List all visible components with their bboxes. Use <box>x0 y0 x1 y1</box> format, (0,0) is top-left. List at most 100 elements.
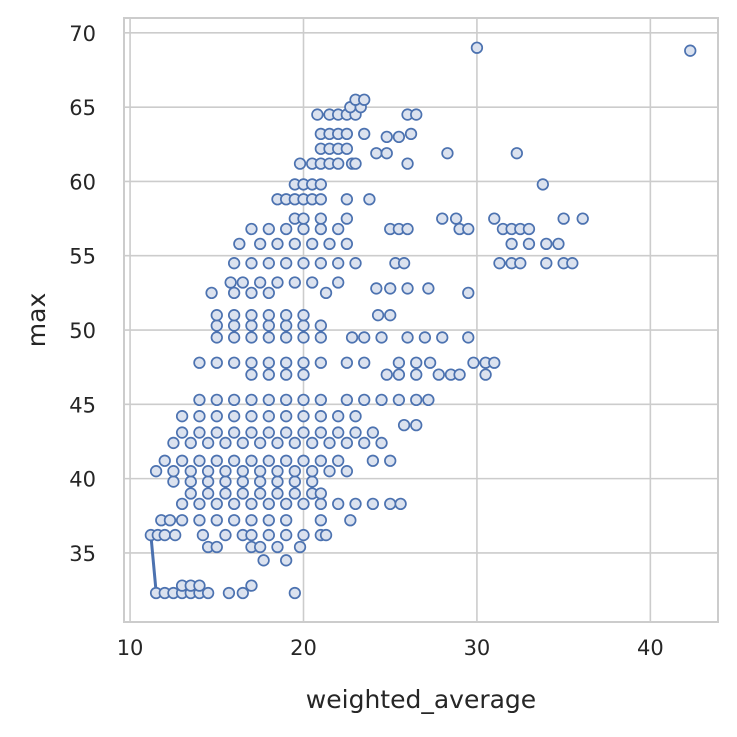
scatter-point <box>536 178 549 191</box>
scatter-point <box>340 356 354 369</box>
scatter-point <box>193 393 206 407</box>
scatter-point <box>158 454 171 467</box>
scatter-point <box>227 426 241 439</box>
scatter-point <box>349 426 362 439</box>
scatter-point <box>306 475 319 488</box>
scatter-point <box>314 410 327 423</box>
scatter-point <box>314 331 327 344</box>
scatter-point <box>449 212 463 225</box>
scatter-point <box>271 540 284 554</box>
scatter-point <box>332 276 345 289</box>
scatter-point <box>175 514 189 527</box>
scatter-point <box>340 393 354 407</box>
scatter-point <box>314 222 327 236</box>
scatter-point <box>401 222 414 236</box>
scatter-point <box>366 497 380 511</box>
scatter-point <box>280 319 293 332</box>
scatter-point <box>193 497 206 511</box>
scatter-point <box>297 257 310 270</box>
scatter-point <box>227 331 241 344</box>
scatter-point <box>566 257 579 270</box>
scatter-point <box>462 222 475 236</box>
scatter-point <box>392 368 406 381</box>
scatter-point <box>205 286 218 300</box>
x-axis-label: weighted_average <box>306 685 536 714</box>
scatter-point <box>262 331 275 344</box>
scatter-point <box>253 276 267 289</box>
scatter-point <box>245 579 258 592</box>
scatter-point <box>193 579 206 592</box>
scatter-point <box>262 393 275 407</box>
scatter-point <box>422 393 435 407</box>
scatter-point <box>227 393 241 407</box>
scatter-point <box>210 319 223 332</box>
scatter-point <box>306 465 319 478</box>
scatter-point <box>245 368 258 381</box>
scatter-point <box>401 331 414 344</box>
scatter-point <box>349 497 362 511</box>
scatter-point <box>271 465 284 478</box>
scatter-point <box>288 465 301 478</box>
scatter-point <box>319 528 333 542</box>
scatter-point <box>210 393 223 407</box>
scatter-point <box>366 454 380 467</box>
scatter-point <box>280 257 293 270</box>
scatter-point <box>253 487 267 500</box>
scatter-point <box>227 514 241 527</box>
scatter-point <box>332 410 345 423</box>
scatter-point <box>319 286 333 300</box>
y-tick-label: 65 <box>69 96 96 120</box>
scatter-point <box>401 157 414 170</box>
scatter-point <box>245 514 258 527</box>
scatter-point <box>436 331 449 344</box>
scatter-point <box>436 212 449 225</box>
scatter-point <box>293 540 307 554</box>
scatter-point <box>219 436 232 450</box>
scatter-point <box>332 426 345 439</box>
y-tick-label: 55 <box>69 245 96 269</box>
scatter-point <box>201 465 215 478</box>
scatter-point <box>280 554 293 567</box>
scatter-point <box>344 514 357 527</box>
scatter-point <box>423 356 437 369</box>
scatter-point <box>358 93 371 106</box>
scatter-point <box>222 586 236 600</box>
scatter-point <box>175 454 189 467</box>
scatter-point <box>262 319 275 332</box>
scatter-point <box>314 356 327 369</box>
scatter-point <box>245 454 258 467</box>
scatter-point <box>401 282 414 295</box>
scatter-point <box>193 356 206 369</box>
scatter-point <box>370 282 383 295</box>
scatter-point <box>392 356 406 369</box>
scatter-point <box>314 514 327 527</box>
scatter-point <box>219 475 232 488</box>
scatter-point <box>210 454 223 467</box>
scatter-point <box>149 465 163 478</box>
scatter-point <box>358 331 371 344</box>
scatter-point <box>167 436 180 450</box>
scatter-point <box>306 436 319 450</box>
scatter-point <box>410 418 423 432</box>
scatter-point <box>253 475 267 488</box>
scatter-point <box>227 497 241 511</box>
scatter-point <box>227 410 241 423</box>
scatter-point <box>245 257 258 270</box>
scatter-point <box>175 497 189 511</box>
scatter-point <box>441 147 454 160</box>
scatter-point <box>227 356 241 369</box>
scatter-point <box>201 475 215 488</box>
scatter-point <box>288 436 301 450</box>
scatter-point <box>210 356 223 369</box>
scatter-point <box>432 368 445 381</box>
scatter-point <box>453 368 466 381</box>
scatter-point <box>236 465 249 478</box>
scatter-point <box>271 487 284 500</box>
scatter-point <box>522 237 536 250</box>
scatter-point <box>280 309 293 322</box>
scatter-point <box>297 497 310 511</box>
x-tick-label: 30 <box>464 636 491 660</box>
scatter-point <box>522 222 536 236</box>
scatter-point <box>349 157 362 170</box>
